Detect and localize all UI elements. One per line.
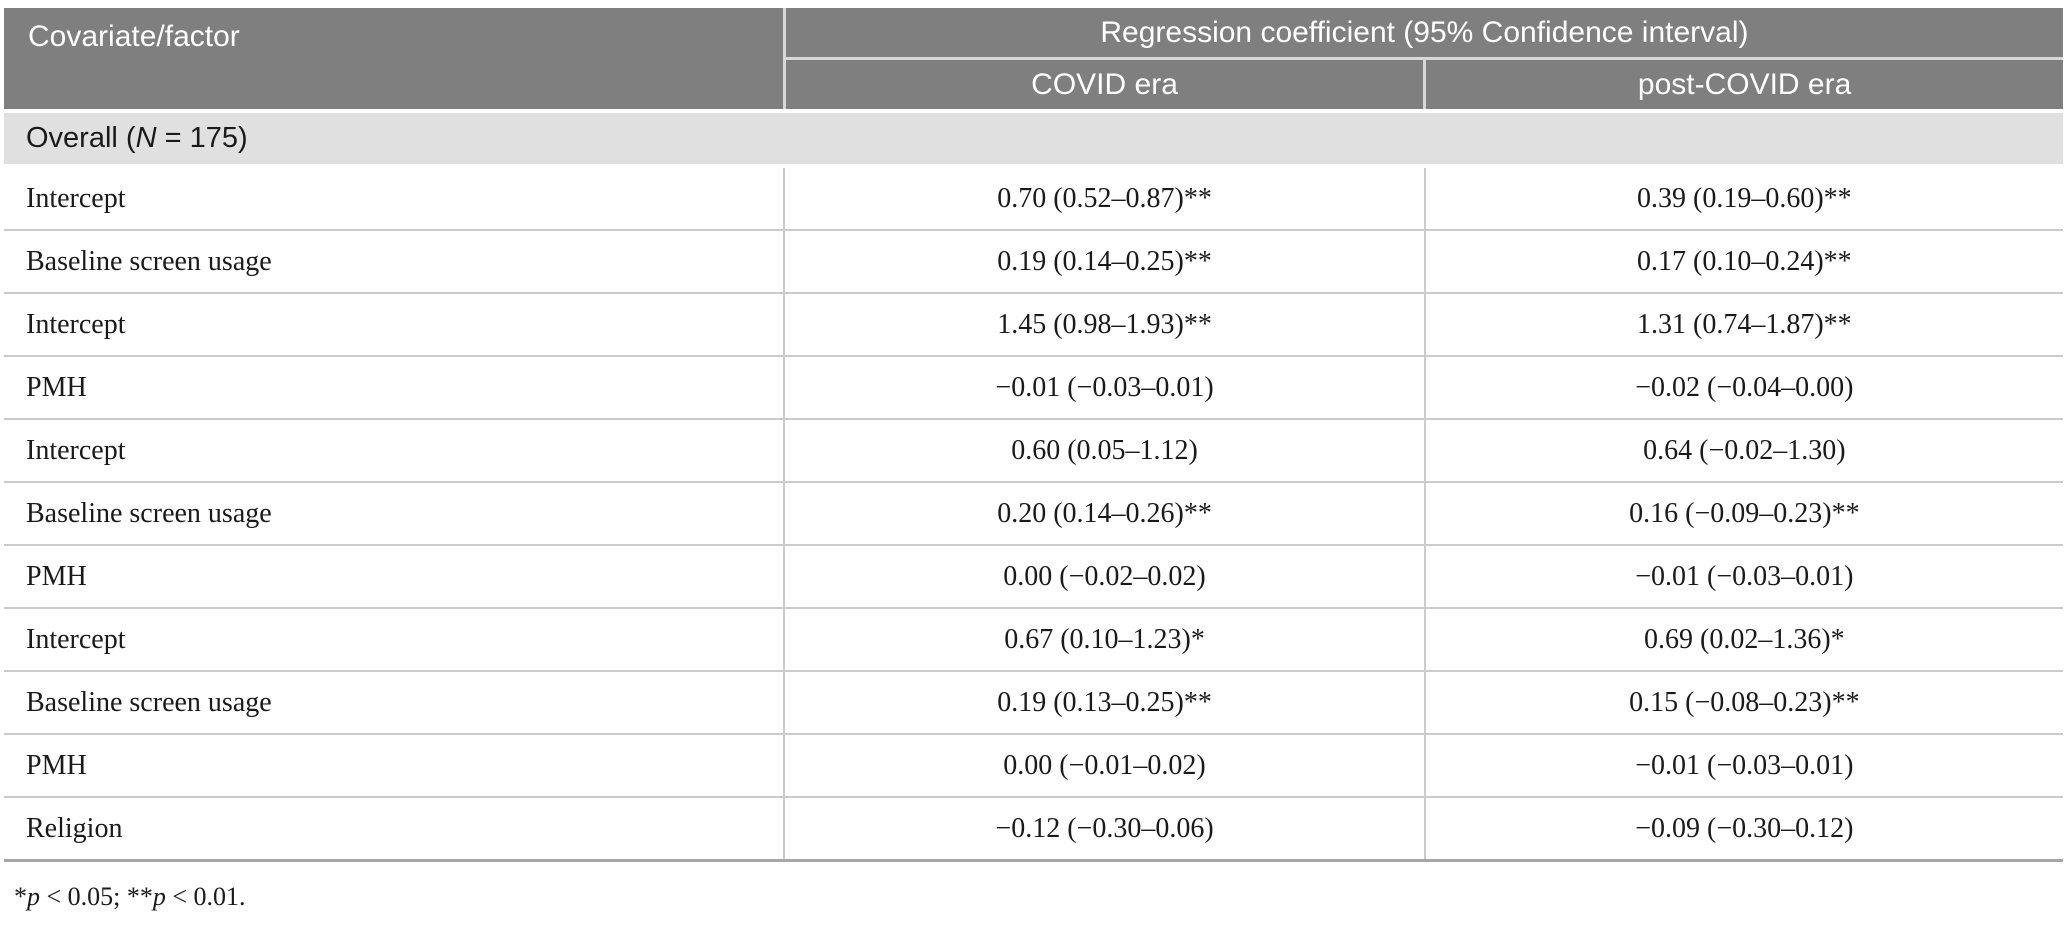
footnote-p1: p <box>27 882 40 911</box>
post-covid-era-value: 1.31 (0.74–1.87)** <box>1424 293 2063 357</box>
table-row: Intercept 0.70 (0.52–0.87)** 0.39 (0.19–… <box>4 166 2063 231</box>
covid-era-value: 0.20 (0.14–0.26)** <box>784 482 1426 546</box>
post-covid-era-value: 0.17 (0.10–0.24)** <box>1424 230 2063 294</box>
covariate-label: Religion <box>4 797 786 862</box>
post-covid-era-value: 0.64 (−0.02–1.30) <box>1424 419 2063 483</box>
table-row: Baseline screen usage 0.19 (0.13–0.25)**… <box>4 671 2063 735</box>
column-header-covid-era: COVID era <box>784 58 1425 111</box>
covariate-label: Intercept <box>4 293 786 357</box>
covid-era-value: 0.00 (−0.02–0.02) <box>784 545 1426 609</box>
covid-era-value: 1.45 (0.98–1.93)** <box>784 293 1426 357</box>
covid-era-value: 0.19 (0.14–0.25)** <box>784 230 1426 294</box>
covariate-label: PMH <box>4 734 786 798</box>
header-row-2: COVID era post-COVID era <box>4 58 2063 111</box>
post-covid-era-value: −0.01 (−0.03–0.01) <box>1424 734 2063 798</box>
covariate-label: Intercept <box>4 419 786 483</box>
footnote-mid: < 0.05; ** <box>40 882 153 911</box>
footnote-end: < 0.01. <box>165 882 246 911</box>
table-body: Overall (N = 175) Intercept 0.70 (0.52–0… <box>4 109 2063 862</box>
post-covid-era-value: 0.15 (−0.08–0.23)** <box>1424 671 2063 735</box>
table-header: Covariate/factor Regression coefficient … <box>4 8 2063 111</box>
covid-era-value: 0.70 (0.52–0.87)** <box>784 166 1426 231</box>
covid-era-value: 0.67 (0.10–1.23)* <box>784 608 1426 672</box>
table-row: Intercept 1.45 (0.98–1.93)** 1.31 (0.74–… <box>4 293 2063 357</box>
column-header-covariate: Covariate/factor <box>4 8 786 111</box>
regression-table: Covariate/factor Regression coefficient … <box>4 8 2063 862</box>
section-label: Overall (N = 175) <box>4 109 2063 168</box>
covariate-label: Baseline screen usage <box>4 482 786 546</box>
footnote-p2: p <box>152 882 166 911</box>
post-covid-era-value: 0.39 (0.19–0.60)** <box>1424 166 2063 231</box>
table-row: Intercept 0.60 (0.05–1.12) 0.64 (−0.02–1… <box>4 419 2063 483</box>
post-covid-era-value: 0.16 (−0.09–0.23)** <box>1424 482 2063 546</box>
covid-era-value: 0.60 (0.05–1.12) <box>784 419 1426 483</box>
significance-footnote: *p < 0.05; **p < 0.01. <box>14 882 2063 912</box>
covid-era-value: 0.19 (0.13–0.25)** <box>784 671 1426 735</box>
post-covid-era-value: −0.01 (−0.03–0.01) <box>1424 545 2063 609</box>
column-header-post-covid-era: post-COVID era <box>1423 58 2063 111</box>
section-label-n-symbol: N <box>135 122 157 154</box>
table-row: Religion −0.12 (−0.30–0.06) −0.09 (−0.30… <box>4 797 2063 862</box>
covid-era-value: 0.00 (−0.01–0.02) <box>784 734 1426 798</box>
column-header-regression-span: Regression coefficient (95% Confidence i… <box>784 8 2063 60</box>
table-row: Intercept 0.67 (0.10–1.23)* 0.69 (0.02–1… <box>4 608 2063 672</box>
post-covid-era-value: −0.09 (−0.30–0.12) <box>1424 797 2063 862</box>
table-row: PMH 0.00 (−0.02–0.02) −0.01 (−0.03–0.01) <box>4 545 2063 609</box>
section-row-overall: Overall (N = 175) <box>4 109 2063 168</box>
covariate-label: Intercept <box>4 166 786 231</box>
covariate-label: PMH <box>4 356 786 420</box>
section-label-suffix: = 175) <box>156 122 248 154</box>
table-row: PMH 0.00 (−0.01–0.02) −0.01 (−0.03–0.01) <box>4 734 2063 798</box>
section-label-prefix: Overall ( <box>26 122 136 154</box>
header-row-1: Covariate/factor Regression coefficient … <box>4 8 2063 111</box>
covariate-label: Baseline screen usage <box>4 230 786 294</box>
table-row: PMH −0.01 (−0.03–0.01) −0.02 (−0.04–0.00… <box>4 356 2063 420</box>
table-row: Baseline screen usage 0.20 (0.14–0.26)**… <box>4 482 2063 546</box>
footnote-star1: * <box>14 882 27 911</box>
covid-era-value: −0.12 (−0.30–0.06) <box>784 797 1426 862</box>
covariate-label: Baseline screen usage <box>4 671 786 735</box>
covariate-label: Intercept <box>4 608 786 672</box>
post-covid-era-value: 0.69 (0.02–1.36)* <box>1424 608 2063 672</box>
page: Covariate/factor Regression coefficient … <box>4 8 2063 912</box>
post-covid-era-value: −0.02 (−0.04–0.00) <box>1424 356 2063 420</box>
covid-era-value: −0.01 (−0.03–0.01) <box>784 356 1426 420</box>
covariate-label: PMH <box>4 545 786 609</box>
table-row: Baseline screen usage 0.19 (0.14–0.25)**… <box>4 230 2063 294</box>
